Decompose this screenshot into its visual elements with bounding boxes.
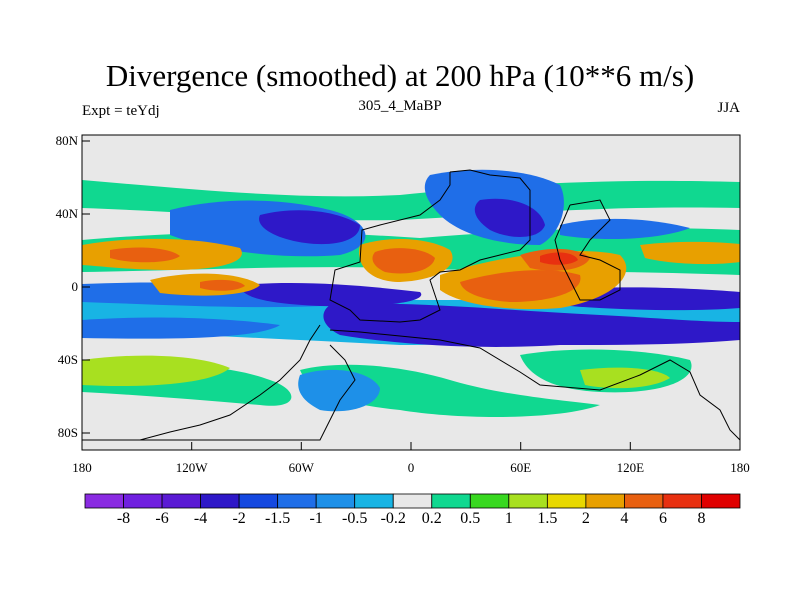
- colorbar-label: 1.5: [537, 510, 558, 527]
- colorbar-swatch: [123, 493, 163, 509]
- colorbar-label: 1: [504, 510, 513, 527]
- colorbar-swatch: [161, 493, 201, 509]
- lon-label-60w: 60W: [288, 460, 314, 475]
- lat-label-40n: 40N: [55, 206, 78, 221]
- colorbar-label: 2: [581, 510, 590, 527]
- contour-field: [82, 135, 740, 450]
- colorbar-swatch: [431, 493, 471, 509]
- lon-label-60e: 60E: [510, 460, 532, 475]
- season-label: JJA: [717, 100, 740, 116]
- colorbar-label: 0.5: [460, 510, 481, 527]
- colorbar-swatch: [585, 493, 625, 509]
- lon-label-120w: 120W: [175, 460, 208, 475]
- colorbar-swatch: [546, 493, 587, 509]
- lat-label-80n: 80N: [55, 133, 78, 148]
- colorbar: [84, 493, 741, 509]
- colorbar-swatch: [277, 493, 317, 509]
- colorbar-label: 6: [658, 510, 667, 527]
- colorbar-swatch: [238, 493, 279, 509]
- lon-label-180e: 180: [730, 460, 750, 475]
- colorbar-label: -8: [116, 510, 131, 527]
- colorbar-label: -0.5: [342, 510, 368, 527]
- axis-ticks: [82, 140, 631, 450]
- colorbar-label: -2: [232, 510, 246, 527]
- colorbar-swatch: [354, 493, 394, 509]
- colorbar-label: -6: [155, 510, 169, 527]
- colorbar-swatch: [200, 493, 240, 509]
- colorbar-swatch: [84, 493, 124, 509]
- colorbar-label: 4: [620, 510, 629, 527]
- colorbar-label: -0.2: [380, 510, 406, 527]
- colorbar-label: 8: [697, 510, 706, 527]
- lat-label-40s: 40S: [57, 352, 78, 367]
- colorbar-swatch: [508, 493, 548, 509]
- colorbar-label: -1: [309, 510, 323, 527]
- colorbar-label: -4: [193, 510, 208, 527]
- lon-label-120e: 120E: [616, 460, 645, 475]
- colorbar-swatch: [315, 493, 356, 509]
- lat-label-80s: 80S: [57, 425, 78, 440]
- lon-label-0: 0: [407, 460, 415, 475]
- colorbar-swatch: [469, 493, 510, 509]
- plot-title: Divergence (smoothed) at 200 hPa (10**6 …: [105, 58, 695, 93]
- colorbar-label: -1.5: [264, 510, 291, 527]
- experiment-label: Expt = teYdj: [82, 103, 160, 119]
- lat-label-equator: 0: [71, 279, 79, 294]
- colorbar-swatch: [701, 493, 741, 509]
- lon-label-180w: 180: [72, 460, 92, 475]
- run-id-label: 305_4_MaBP: [358, 98, 442, 114]
- colorbar-swatch: [624, 493, 664, 509]
- coastline-outline: [82, 169, 741, 441]
- colorbar-swatch: [662, 493, 702, 509]
- colorbar-label: 0.2: [421, 510, 442, 527]
- colorbar-swatch: [392, 493, 433, 509]
